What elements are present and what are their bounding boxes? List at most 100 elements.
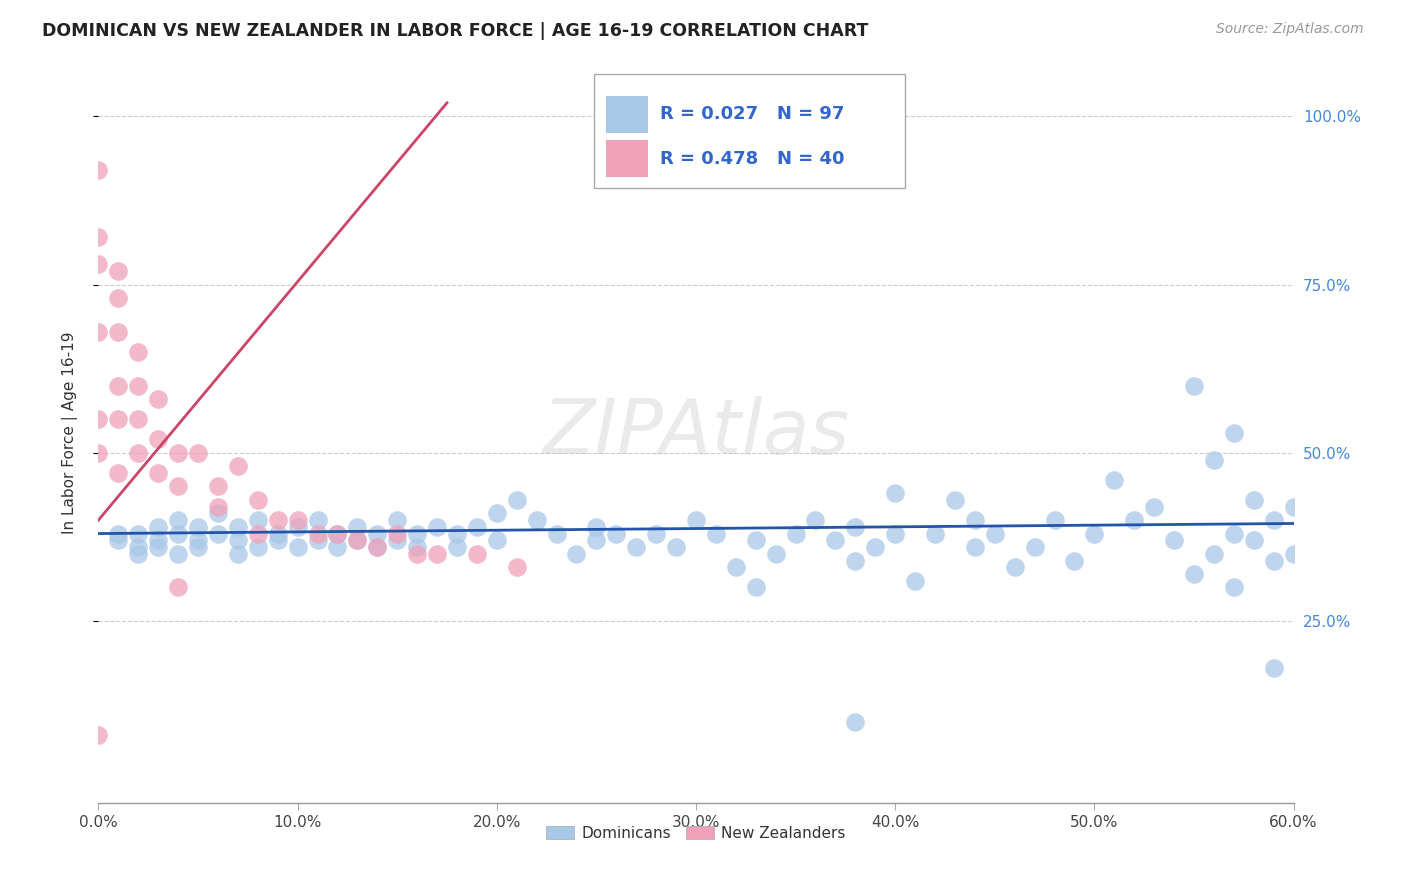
Point bbox=[366, 540, 388, 554]
Point bbox=[385, 533, 409, 548]
Point bbox=[366, 526, 388, 541]
Point bbox=[207, 526, 229, 541]
Point bbox=[326, 526, 349, 541]
Point bbox=[446, 526, 468, 541]
Point bbox=[267, 513, 290, 527]
Point bbox=[1282, 547, 1305, 561]
Point bbox=[366, 540, 388, 554]
Point bbox=[1143, 500, 1166, 514]
Point bbox=[1043, 513, 1066, 527]
Point bbox=[87, 230, 110, 244]
Point bbox=[844, 520, 866, 534]
Point bbox=[127, 344, 149, 359]
FancyBboxPatch shape bbox=[595, 73, 905, 188]
Point bbox=[187, 540, 209, 554]
Point bbox=[526, 513, 548, 527]
Point bbox=[346, 533, 368, 548]
Point bbox=[87, 729, 110, 743]
Point bbox=[107, 325, 129, 339]
Point bbox=[226, 520, 249, 534]
Point bbox=[406, 540, 429, 554]
Point bbox=[287, 540, 309, 554]
Point bbox=[1263, 661, 1285, 675]
Point bbox=[485, 533, 508, 548]
Point bbox=[1223, 526, 1246, 541]
Point bbox=[1282, 500, 1305, 514]
Point bbox=[426, 520, 449, 534]
Point bbox=[1004, 560, 1026, 574]
Point bbox=[943, 492, 966, 507]
Point bbox=[307, 526, 329, 541]
Point bbox=[1202, 452, 1225, 467]
Point bbox=[207, 507, 229, 521]
FancyBboxPatch shape bbox=[606, 95, 648, 133]
Point bbox=[506, 492, 529, 507]
Point bbox=[87, 257, 110, 271]
Point bbox=[148, 466, 170, 480]
Text: DOMINICAN VS NEW ZEALANDER IN LABOR FORCE | AGE 16-19 CORRELATION CHART: DOMINICAN VS NEW ZEALANDER IN LABOR FORC… bbox=[42, 22, 869, 40]
Point bbox=[127, 412, 149, 426]
Point bbox=[1163, 533, 1185, 548]
Point bbox=[127, 446, 149, 460]
Point bbox=[465, 520, 488, 534]
Point bbox=[704, 526, 727, 541]
Point bbox=[187, 446, 209, 460]
Text: Source: ZipAtlas.com: Source: ZipAtlas.com bbox=[1216, 22, 1364, 37]
Point bbox=[1182, 378, 1205, 392]
Point bbox=[605, 526, 627, 541]
Point bbox=[267, 533, 290, 548]
Point bbox=[127, 547, 149, 561]
Text: R = 0.027   N = 97: R = 0.027 N = 97 bbox=[661, 105, 845, 123]
Point bbox=[326, 540, 349, 554]
Point bbox=[745, 581, 768, 595]
Point bbox=[127, 540, 149, 554]
Point bbox=[1063, 553, 1085, 567]
Point bbox=[87, 412, 110, 426]
Point bbox=[1123, 513, 1146, 527]
Point bbox=[326, 526, 349, 541]
Text: ZIPAtlas: ZIPAtlas bbox=[543, 396, 849, 469]
Point bbox=[167, 581, 190, 595]
Point bbox=[506, 560, 529, 574]
Point bbox=[924, 526, 946, 541]
FancyBboxPatch shape bbox=[606, 140, 648, 178]
Point bbox=[426, 547, 449, 561]
Point bbox=[287, 520, 309, 534]
Point bbox=[267, 526, 290, 541]
Point bbox=[346, 533, 368, 548]
Point bbox=[565, 547, 588, 561]
Point bbox=[148, 533, 170, 548]
Point bbox=[465, 547, 488, 561]
Point bbox=[148, 540, 170, 554]
Point bbox=[685, 513, 707, 527]
Point bbox=[385, 526, 409, 541]
Point bbox=[904, 574, 927, 588]
Point bbox=[148, 433, 170, 447]
Point bbox=[1243, 533, 1265, 548]
Point bbox=[226, 459, 249, 474]
Point bbox=[207, 500, 229, 514]
Point bbox=[1083, 526, 1105, 541]
Point bbox=[287, 513, 309, 527]
Point bbox=[207, 479, 229, 493]
Point bbox=[824, 533, 846, 548]
Point bbox=[187, 520, 209, 534]
Point bbox=[804, 513, 827, 527]
Point bbox=[307, 533, 329, 548]
Point bbox=[148, 392, 170, 406]
Point bbox=[87, 163, 110, 178]
Point bbox=[1263, 553, 1285, 567]
Point bbox=[645, 526, 668, 541]
Point bbox=[167, 526, 190, 541]
Point bbox=[745, 533, 768, 548]
Point bbox=[385, 513, 409, 527]
Point bbox=[246, 492, 269, 507]
Point bbox=[87, 325, 110, 339]
Point bbox=[127, 526, 149, 541]
Point bbox=[107, 526, 129, 541]
Point bbox=[1182, 566, 1205, 581]
Point bbox=[148, 520, 170, 534]
Point bbox=[1104, 473, 1126, 487]
Point bbox=[1024, 540, 1046, 554]
Point bbox=[1263, 513, 1285, 527]
